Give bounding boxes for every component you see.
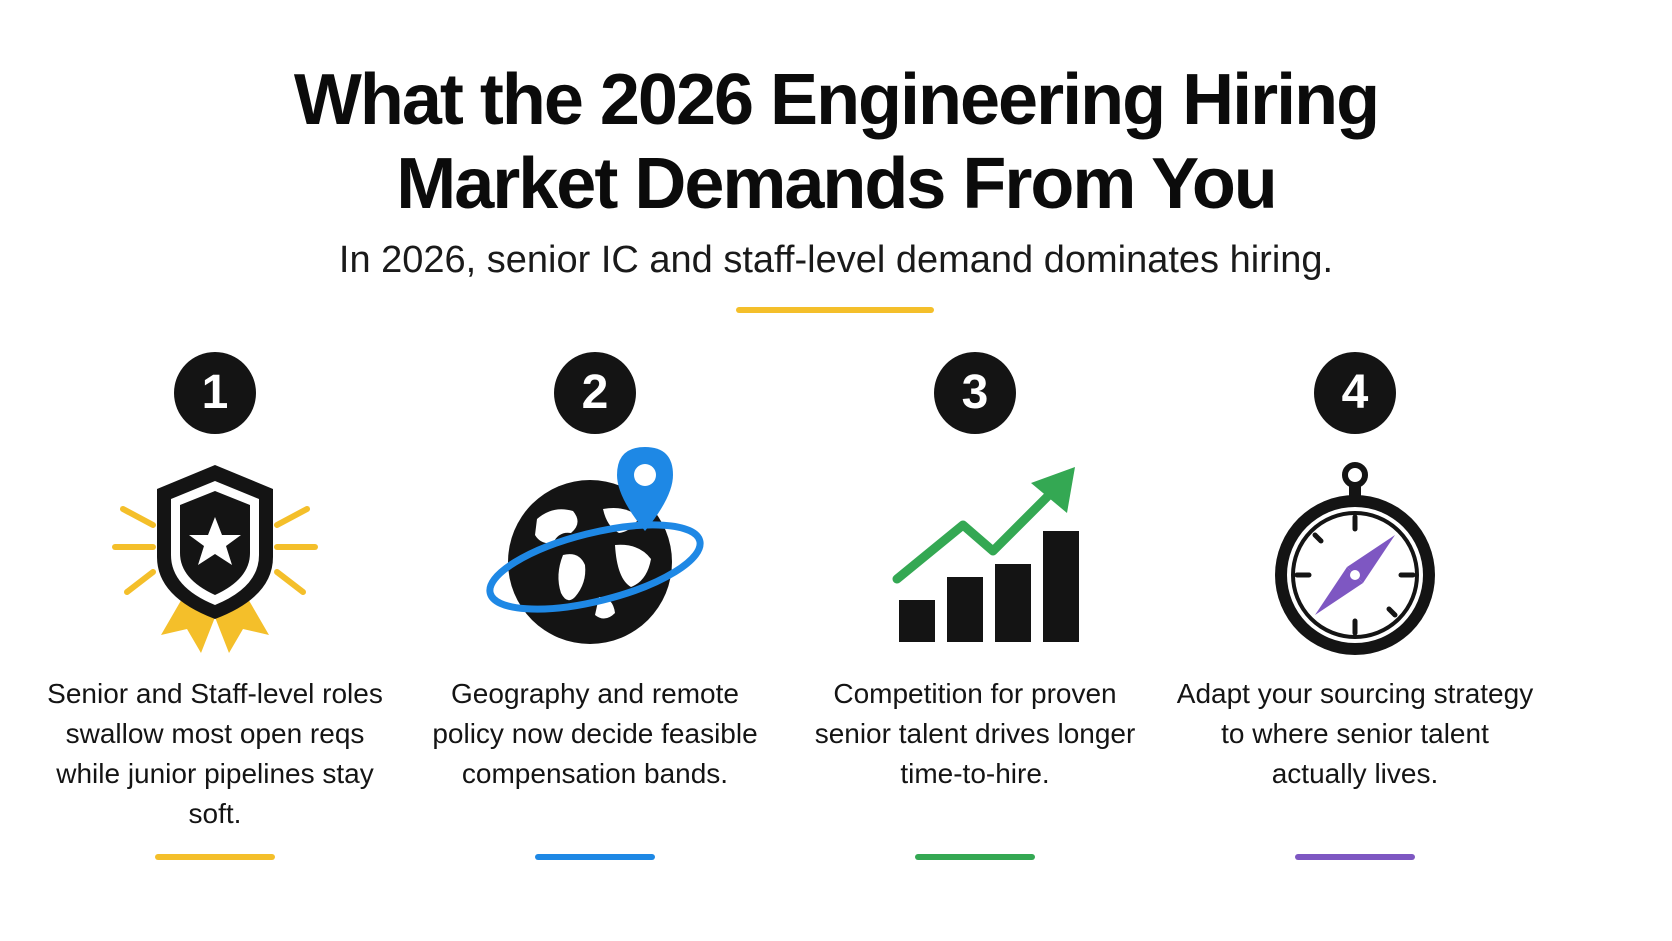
- step-description: Competition for proven senior talent dri…: [814, 678, 1136, 789]
- step-accent-rule: [155, 854, 275, 860]
- step-accent-rule: [915, 854, 1035, 860]
- step-accent-rule: [1295, 854, 1415, 860]
- step-accent-rule: [535, 854, 655, 860]
- compass-icon: [1235, 447, 1475, 657]
- step-number-badge: 1: [174, 352, 256, 434]
- title-line-1: What the 2026 Engineering Hiring: [293, 60, 1380, 140]
- step-card-1: 1: [35, 352, 395, 872]
- step-description: Geography and remote policy now decide f…: [432, 678, 758, 789]
- rising-bar-chart-arrow-icon: [855, 447, 1095, 657]
- title-line-2: Market Demands From You: [396, 144, 1278, 224]
- globe-location-pin-icon: [475, 447, 715, 657]
- subtitle: In 2026, senior IC and staff-level deman…: [338, 239, 1334, 281]
- step-card-3: 3 Competition for proven senior talent d…: [795, 352, 1155, 872]
- step-number-badge: 4: [1314, 352, 1396, 434]
- step-description: Senior and Staff-level roles swallow mos…: [47, 678, 383, 829]
- step-number-badge: 2: [554, 352, 636, 434]
- award-shield-star-icon: [95, 447, 335, 657]
- step-card-2: 2 Geography and remote policy now decide…: [415, 352, 775, 872]
- step-description: Adapt your sourcing strategy to where se…: [1176, 678, 1534, 789]
- page-title: What the 2026 Engineering Hiring Market …: [0, 58, 1672, 226]
- step-card-4: 4: [1175, 352, 1535, 872]
- step-number-badge: 3: [934, 352, 1016, 434]
- header-divider: [736, 307, 934, 313]
